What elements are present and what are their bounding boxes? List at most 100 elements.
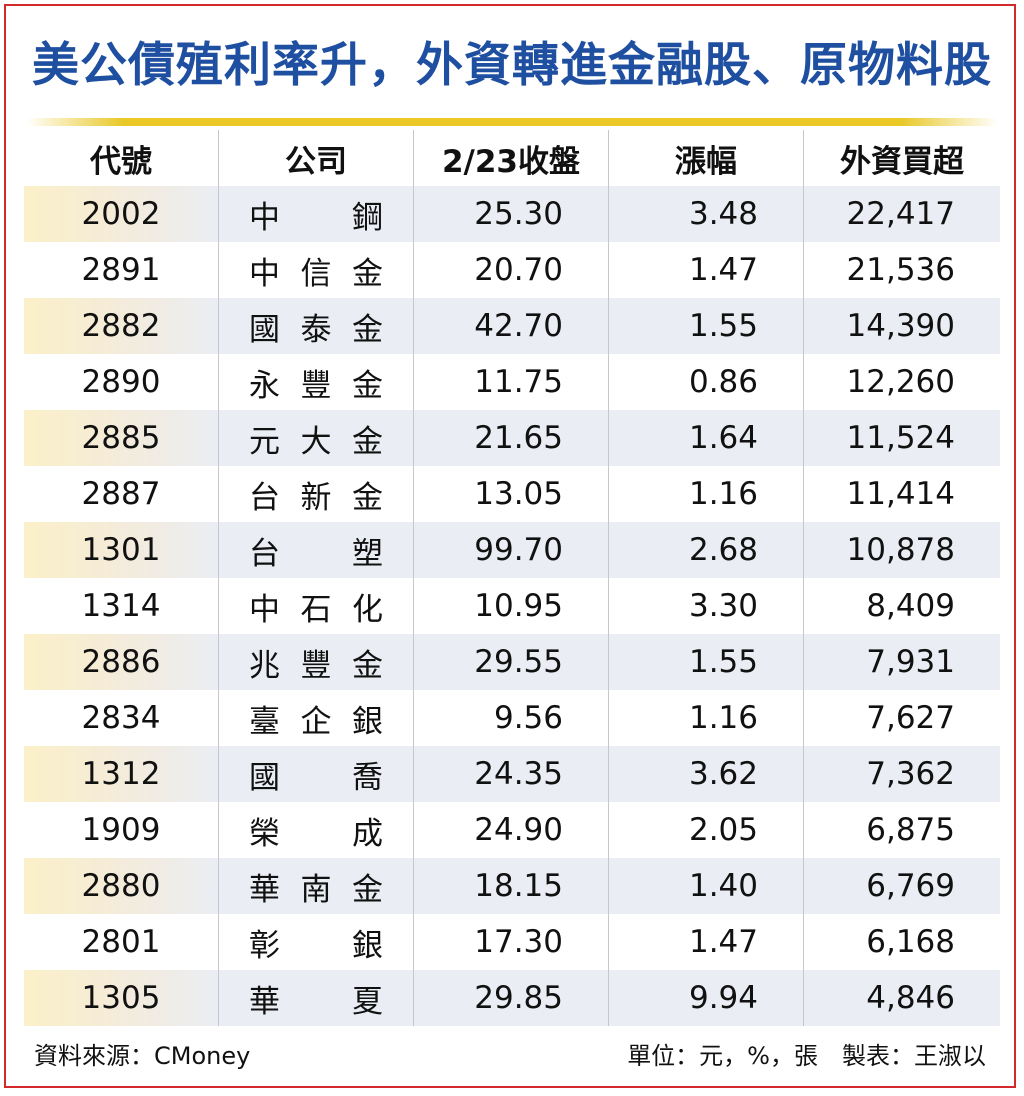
table-row: 2801 彰銀 17.30 1.47 6,168 — [24, 914, 1000, 970]
cell-close: 29.55 — [414, 634, 609, 690]
cell-code: 2834 — [24, 690, 219, 746]
company-char: 銀 — [352, 703, 383, 740]
company-char: 華 — [249, 871, 280, 908]
cell-change: 1.16 — [609, 466, 804, 522]
table-row: 2887 台新金 13.05 1.16 11,414 — [24, 466, 1000, 522]
header-company: 公司 — [219, 130, 414, 186]
cell-close: 25.30 — [414, 186, 609, 242]
cell-foreign-buy: 14,390 — [846, 308, 955, 344]
company-char: 金 — [352, 423, 383, 460]
company-char: 兆 — [249, 647, 280, 684]
cell-company: 元大金 — [219, 410, 414, 466]
cell-change: 0.86 — [609, 354, 804, 410]
header-change: 漲幅 — [609, 130, 804, 186]
cell-code: 2891 — [24, 242, 219, 298]
company-char: 彰 — [249, 927, 280, 964]
cell-company: 兆豐金 — [219, 634, 414, 690]
table-row: 2880 華南金 18.15 1.40 6,769 — [24, 858, 1000, 914]
cell-foreign-buy: 6,769 — [866, 868, 955, 904]
company-char: 信 — [300, 255, 332, 292]
cell-close: 9.56 — [414, 690, 609, 746]
table-row: 1301 台塑 99.70 2.68 10,878 — [24, 522, 1000, 578]
cell-code: 2890 — [24, 354, 219, 410]
cell-close: 21.65 — [414, 410, 609, 466]
cell-change: 3.48 — [609, 186, 804, 242]
company-char: 夏 — [352, 983, 383, 1020]
cell-foreign-buy: 11,414 — [846, 476, 955, 512]
cell-foreign-buy: 4,846 — [866, 980, 955, 1016]
company-char: 華 — [249, 983, 280, 1020]
cell-foreign-buy: 6,168 — [866, 924, 955, 960]
table-header: 代號 公司 2/23收盤 漲幅 外資買超 — [24, 130, 1000, 186]
cell-close: 10.95 — [414, 578, 609, 634]
company-char: 南 — [300, 871, 332, 908]
cell-change: 9.94 — [609, 970, 804, 1026]
table-row: 2891 中信金 20.70 1.47 21,536 — [24, 242, 1000, 298]
company-char: 大 — [300, 423, 332, 460]
cell-change: 1.47 — [609, 242, 804, 298]
cell-code: 2887 — [24, 466, 219, 522]
cell-foreign-buy: 7,931 — [866, 644, 955, 680]
cell-company: 彰銀 — [219, 914, 414, 970]
company-char: 金 — [352, 311, 383, 348]
cell-foreign-buy: 8,409 — [866, 588, 955, 624]
cell-change: 1.16 — [609, 690, 804, 746]
chart-title: 美公債殖利率升，外資轉進金融股、原物料股 — [32, 38, 992, 93]
company-char: 國 — [249, 759, 280, 796]
unit-credit-note: 單位：元，%，張 製表：王淑以 — [627, 1042, 986, 1070]
cell-company: 中信金 — [219, 242, 414, 298]
cell-foreign-buy: 7,627 — [866, 700, 955, 736]
cell-close: 24.35 — [414, 746, 609, 802]
cell-company: 華夏 — [219, 970, 414, 1026]
company-char: 臺 — [249, 703, 280, 740]
cell-company: 榮成 — [219, 802, 414, 858]
table-row: 2885 元大金 21.65 1.64 11,524 — [24, 410, 1000, 466]
company-char: 銀 — [352, 927, 383, 964]
cell-code: 2880 — [24, 858, 219, 914]
company-char: 永 — [249, 367, 280, 404]
company-char: 金 — [352, 367, 383, 404]
cell-change: 3.62 — [609, 746, 804, 802]
table-row: 2886 兆豐金 29.55 1.55 7,931 — [24, 634, 1000, 690]
header-foreign-buy: 外資買超 — [840, 143, 964, 180]
company-char: 泰 — [300, 311, 332, 348]
company-char: 企 — [300, 703, 332, 740]
cell-change: 3.30 — [609, 578, 804, 634]
cell-code: 1909 — [24, 802, 219, 858]
company-char: 台 — [249, 535, 280, 572]
cell-code: 2886 — [24, 634, 219, 690]
company-char: 元 — [249, 423, 280, 460]
company-char: 化 — [352, 591, 383, 628]
cell-code: 2801 — [24, 914, 219, 970]
company-char: 金 — [352, 871, 383, 908]
cell-change: 2.05 — [609, 802, 804, 858]
table-row: 2882 國泰金 42.70 1.55 14,390 — [24, 298, 1000, 354]
cell-change: 1.64 — [609, 410, 804, 466]
table-row: 2834 臺企銀 9.56 1.16 7,627 — [24, 690, 1000, 746]
cell-code: 2882 — [24, 298, 219, 354]
header-code: 代號 — [24, 130, 219, 186]
company-char: 中 — [249, 199, 280, 236]
company-char: 鋼 — [352, 199, 383, 236]
cell-code: 1312 — [24, 746, 219, 802]
cell-change: 1.40 — [609, 858, 804, 914]
cell-close: 20.70 — [414, 242, 609, 298]
cell-close: 42.70 — [414, 298, 609, 354]
cell-foreign-buy: 11,524 — [846, 420, 955, 456]
header-close: 2/23收盤 — [414, 130, 609, 186]
table-row: 1305 華夏 29.85 9.94 4,846 — [24, 970, 1000, 1026]
cell-company: 中鋼 — [219, 186, 414, 242]
company-char: 石 — [300, 591, 332, 628]
company-char: 國 — [249, 311, 280, 348]
company-char: 金 — [352, 255, 383, 292]
cell-company: 國喬 — [219, 746, 414, 802]
cell-code: 2885 — [24, 410, 219, 466]
table-row: 1312 國喬 24.35 3.62 7,362 — [24, 746, 1000, 802]
cell-foreign-buy: 10,878 — [846, 532, 955, 568]
cell-company: 華南金 — [219, 858, 414, 914]
company-char: 豐 — [300, 367, 332, 404]
company-char: 榮 — [249, 815, 280, 852]
cell-close: 17.30 — [414, 914, 609, 970]
cell-change: 1.47 — [609, 914, 804, 970]
cell-code: 1305 — [24, 970, 219, 1026]
